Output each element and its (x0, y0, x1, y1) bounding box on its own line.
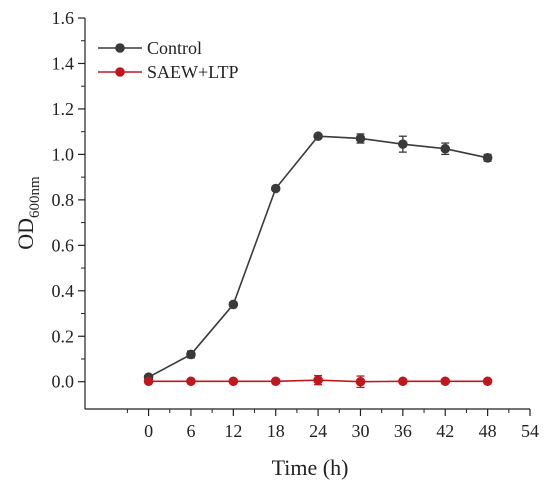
y-tick-label: 0.4 (52, 281, 75, 301)
data-point (482, 376, 493, 387)
data-point (313, 375, 323, 385)
series-layer (143, 131, 493, 389)
data-point (355, 376, 366, 387)
y-axis-title: OD600nm (13, 176, 43, 250)
y-axis-title-subscript: 600nm (27, 176, 43, 218)
data-point (270, 376, 281, 387)
legend-marker (115, 67, 125, 77)
y-ticks: 0.0 0.2 0.4 0.6 0.8 1.0 1.2 1.4 1.6 (52, 8, 85, 392)
x-tick-label: 30 (351, 421, 369, 441)
data-point (398, 376, 408, 387)
series-saew-ltp (143, 374, 493, 389)
x-tick-label: 42 (436, 421, 454, 441)
legend-label: Control (147, 38, 202, 58)
y-axis-title-main: OD (13, 218, 38, 250)
series-line (148, 135, 488, 378)
x-tick-label: 12 (224, 421, 242, 441)
x-tick-label: 6 (186, 421, 195, 441)
plot-area: 0.0 0.2 0.4 0.6 0.8 1.0 1.2 1.4 1.6 0 6 12 18 24 30 36… (52, 8, 540, 441)
legend: Control SAEW+LTP (98, 38, 239, 82)
data-point (398, 139, 408, 149)
x-tick-label: 36 (394, 421, 412, 441)
x-tick-label: 48 (479, 421, 497, 441)
data-point (186, 349, 196, 360)
y-tick-label: 0.0 (52, 372, 75, 392)
x-ticks: 0 6 12 18 24 30 36 42 48 54 (126, 409, 539, 441)
data-point (228, 376, 239, 387)
legend-label: SAEW+LTP (147, 62, 239, 82)
x-tick-label: 0 (144, 421, 153, 441)
y-tick-label: 1.4 (52, 53, 75, 73)
data-point (440, 376, 451, 387)
data-point (313, 131, 323, 142)
x-tick-label: 24 (309, 421, 327, 441)
y-tick-label: 1.0 (52, 144, 75, 164)
y-tick-label: 0.8 (52, 190, 75, 210)
series-control (143, 131, 493, 382)
y-tick-label: 0.2 (52, 326, 75, 346)
data-point (228, 299, 239, 310)
x-axis-title: Time (h) (272, 455, 349, 480)
legend-item-saew-ltp: SAEW+LTP (98, 62, 239, 82)
legend-marker (115, 43, 125, 53)
legend-item-control: Control (98, 38, 202, 58)
data-point (355, 133, 366, 144)
data-point (186, 376, 196, 387)
data-point (143, 376, 154, 387)
x-tick-label: 54 (521, 421, 539, 441)
y-tick-label: 0.6 (52, 235, 75, 255)
y-tick-label: 1.2 (52, 99, 75, 119)
y-tick-label: 1.6 (52, 8, 75, 28)
data-point (270, 183, 281, 194)
data-point (440, 143, 451, 154)
x-tick-label: 18 (267, 421, 285, 441)
data-point (482, 153, 493, 163)
